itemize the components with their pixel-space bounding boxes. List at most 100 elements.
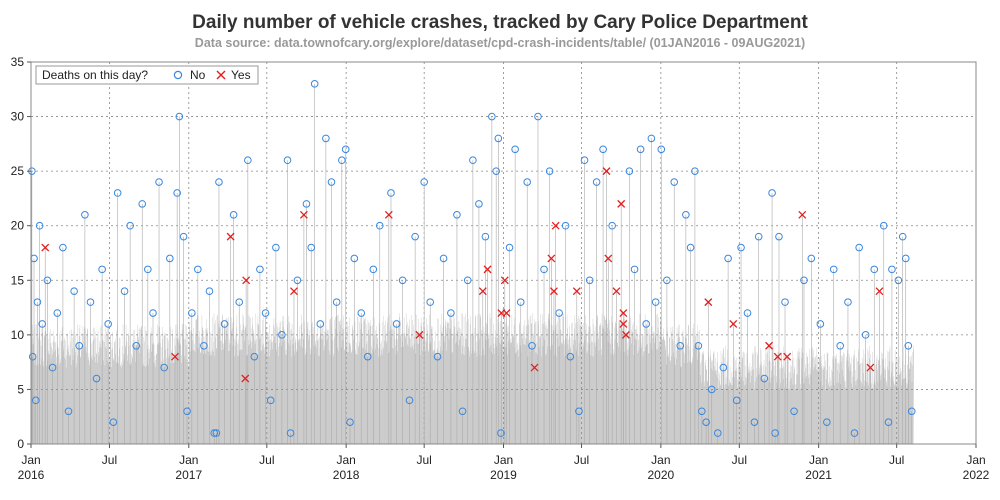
- data-point-no-death: [293, 276, 302, 285]
- chart-subtitle: Data source: data.townofcary.org/explore…: [195, 36, 805, 50]
- daily-area-fill: [31, 313, 914, 444]
- data-point-death: [384, 210, 393, 219]
- data-point-no-death: [244, 156, 252, 165]
- data-point-no-death: [561, 221, 570, 230]
- data-point-no-death: [179, 232, 188, 241]
- data-point-death: [415, 330, 424, 339]
- legend-yes-marker-icon: [216, 70, 226, 80]
- data-point-no-death: [138, 200, 147, 208]
- x-tick-year-label: 2018: [333, 468, 360, 482]
- data-point-no-death: [132, 341, 140, 350]
- data-point-no-death: [183, 407, 191, 416]
- data-point-no-death: [350, 254, 359, 263]
- y-tick-label: 5: [17, 382, 24, 396]
- data-point-death: [617, 199, 626, 208]
- data-point-no-death: [870, 265, 879, 274]
- data-point-no-death: [790, 407, 798, 416]
- data-point-no-death: [884, 418, 893, 426]
- x-tick-month-label: Jul: [102, 453, 117, 467]
- data-point-no-death: [332, 298, 341, 306]
- data-point-no-death: [149, 309, 157, 317]
- data-point-no-death: [670, 178, 679, 186]
- data-point-no-death: [682, 211, 690, 219]
- data-point-no-death: [369, 265, 378, 274]
- data-point-no-death: [894, 276, 903, 285]
- data-point-no-death: [433, 352, 442, 361]
- data-point-no-death: [775, 232, 783, 241]
- x-tick-month-label: Jul: [417, 453, 432, 467]
- data-point-no-death: [210, 429, 219, 437]
- data-point-no-death: [160, 363, 169, 372]
- data-point-no-death: [836, 341, 844, 350]
- legend-title: Deaths on this day?: [42, 68, 148, 82]
- data-point-no-death: [250, 352, 259, 361]
- y-tick-label: 25: [11, 164, 25, 178]
- data-point-death: [242, 276, 251, 285]
- data-point-no-death: [261, 309, 270, 317]
- data-point-no-death: [528, 341, 536, 350]
- data-point-no-death: [642, 320, 650, 328]
- data-point-no-death: [64, 407, 73, 416]
- data-point-no-death: [53, 309, 62, 317]
- x-tick-year-label: 2022: [963, 468, 990, 482]
- data-point-no-death: [657, 145, 666, 154]
- data-point-death: [547, 254, 556, 263]
- data-point-no-death: [580, 156, 589, 165]
- data-point-no-death: [43, 276, 52, 285]
- data-point-no-death: [188, 309, 196, 317]
- data-point-no-death: [92, 374, 101, 383]
- x-tick-month-label: Jul: [889, 453, 904, 467]
- data-point-no-death: [278, 331, 286, 339]
- data-point-death: [226, 232, 235, 241]
- data-point-no-death: [405, 396, 414, 405]
- data-point-no-death: [488, 112, 496, 121]
- data-point-death: [704, 298, 713, 307]
- data-point-no-death: [676, 341, 685, 350]
- legend-box: [35, 65, 259, 85]
- x-tick-month-label: Jan: [21, 453, 40, 467]
- data-point-death: [530, 363, 539, 372]
- data-point-no-death: [844, 298, 852, 306]
- data-point-no-death: [48, 363, 57, 372]
- data-point-no-death: [599, 145, 607, 154]
- data-point-no-death: [38, 320, 47, 328]
- data-point-no-death: [98, 265, 106, 274]
- data-point-no-death: [879, 221, 888, 230]
- data-point-death: [866, 363, 875, 372]
- data-point-no-death: [215, 178, 223, 186]
- data-point-no-death: [698, 407, 706, 416]
- data-point-death: [875, 287, 884, 296]
- data-point-no-death: [497, 429, 505, 437]
- data-point-no-death: [229, 211, 238, 219]
- y-tick-label: 20: [11, 219, 25, 233]
- data-point-no-death: [398, 276, 407, 285]
- data-point-no-death: [534, 112, 542, 121]
- y-tick-label: 10: [11, 328, 25, 342]
- data-point-no-death: [283, 156, 292, 165]
- data-point-no-death: [235, 298, 244, 306]
- x-tick-month-label: Jan: [336, 453, 355, 467]
- data-point-no-death: [104, 320, 112, 328]
- data-point-no-death: [322, 134, 330, 143]
- data-point-death: [290, 287, 298, 296]
- data-point-death: [551, 221, 560, 230]
- data-point-death: [621, 330, 630, 339]
- data-point-no-death: [901, 254, 910, 263]
- data-point-no-death: [155, 178, 163, 186]
- data-point-death: [729, 319, 738, 328]
- data-point-no-death: [768, 189, 776, 197]
- data-point-death: [478, 287, 487, 296]
- data-point-death: [773, 352, 782, 361]
- data-point-no-death: [175, 112, 184, 121]
- data-point-no-death: [144, 265, 152, 274]
- data-point-no-death: [113, 189, 122, 197]
- y-tick-label: 15: [11, 273, 25, 287]
- data-point-no-death: [411, 232, 419, 241]
- y-axis: 0 5 10 15 20 25 30 35: [11, 55, 31, 451]
- data-point-death: [572, 287, 581, 296]
- data-point-no-death: [732, 396, 741, 405]
- x-tick-month-label: Jan: [651, 453, 670, 467]
- legend-no-label: No: [190, 68, 206, 82]
- data-point-no-death: [316, 320, 325, 328]
